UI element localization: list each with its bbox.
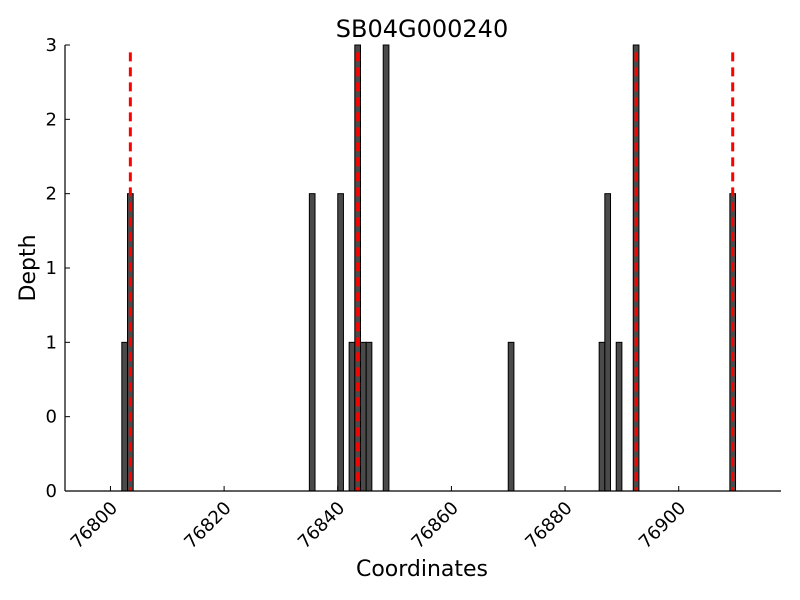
chart-title: SB04G000240 [336,15,508,43]
y-tick-label: 0 [46,407,57,428]
reference-lines-layer [128,52,735,491]
bar [348,341,356,492]
x-tick-label: 76860 [408,498,463,553]
bar [604,193,612,492]
bar [382,44,390,492]
bar [308,193,316,492]
y-tick-label: 1 [46,332,57,353]
bar [337,193,344,492]
bar [365,341,373,492]
bar [598,341,606,492]
x-tick-label: 76820 [180,498,235,553]
bar [359,341,367,492]
y-axis-title: Depth [16,234,41,301]
bar [507,341,515,492]
x-axis-title: Coordinates [356,557,488,582]
x-tick-label: 76840 [294,498,349,553]
x-tick-label: 76800 [67,498,122,553]
x-tick-label: 76880 [521,498,576,553]
y-tick-label: 0 [46,481,57,502]
y-tick-label: 3 [46,35,57,56]
bars-layer [121,44,737,492]
bar [121,341,129,492]
x-tick-label: 76900 [635,498,690,553]
y-tick-label: 2 [46,184,57,205]
y-tick-label: 1 [46,258,57,279]
y-tick-label: 2 [46,109,57,130]
bar [615,341,623,492]
axes-layer [64,45,781,492]
